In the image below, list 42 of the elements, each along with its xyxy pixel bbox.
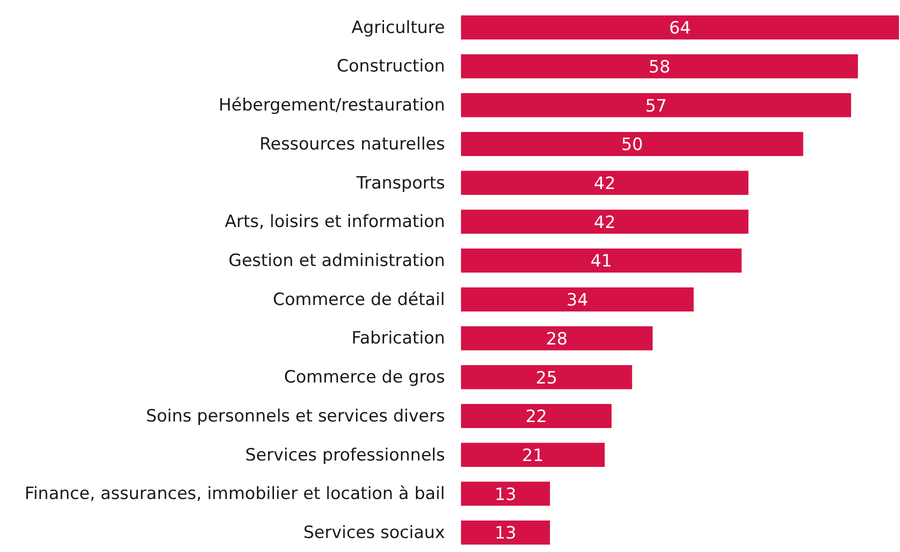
- data-label: 42: [594, 212, 616, 233]
- data-label: 58: [648, 57, 670, 78]
- bar: [461, 210, 748, 234]
- bar: [461, 365, 632, 390]
- bar: [461, 54, 858, 78]
- bar: [461, 442, 605, 467]
- data-label: 13: [494, 524, 516, 544]
- bar: [461, 93, 852, 118]
- y-tick-label: Services professionnels: [245, 445, 446, 466]
- bar: [461, 248, 742, 273]
- data-label: 22: [525, 407, 548, 428]
- y-tick-label: Soins personnels et services divers: [146, 406, 446, 426]
- y-tick-label: Fabrication: [352, 328, 445, 349]
- data-label: 25: [536, 368, 558, 388]
- bar: [461, 170, 748, 195]
- y-tick-label: Construction: [336, 56, 445, 77]
- data-label: 50: [621, 135, 643, 156]
- y-tick-label: Finance, assurances, immobilier et location à bail: [24, 484, 445, 504]
- data-label: 57: [645, 96, 667, 116]
- y-tick-label: Commerce de gros: [284, 368, 446, 388]
- y-tick-label: Commerce de détail: [272, 290, 445, 310]
- y-tick-label: Arts, loisirs et information: [224, 212, 445, 232]
- bar: [461, 404, 612, 428]
- bar: [461, 287, 694, 312]
- y-tick-label: Transports: [355, 173, 446, 194]
- data-label: 34: [566, 290, 588, 311]
- y-tick-label: Services sociaux: [303, 523, 445, 544]
- bar: [461, 482, 550, 506]
- y-tick-label: Ressources naturelles: [259, 134, 446, 154]
- data-label: 42: [594, 174, 616, 194]
- bar: [461, 15, 899, 40]
- data-label: 41: [590, 252, 612, 272]
- data-label: 13: [494, 484, 516, 505]
- bar: [461, 132, 804, 156]
- y-tick-label: Hébergement/restauration: [218, 96, 445, 116]
- data-label: 28: [546, 329, 568, 350]
- y-tick-label: Gestion et administration: [228, 251, 445, 272]
- y-tick-label: Agriculture: [352, 18, 445, 38]
- bar: [461, 520, 550, 545]
- bar: [461, 326, 653, 350]
- data-label: 64: [669, 18, 691, 39]
- data-label: 21: [522, 446, 544, 466]
